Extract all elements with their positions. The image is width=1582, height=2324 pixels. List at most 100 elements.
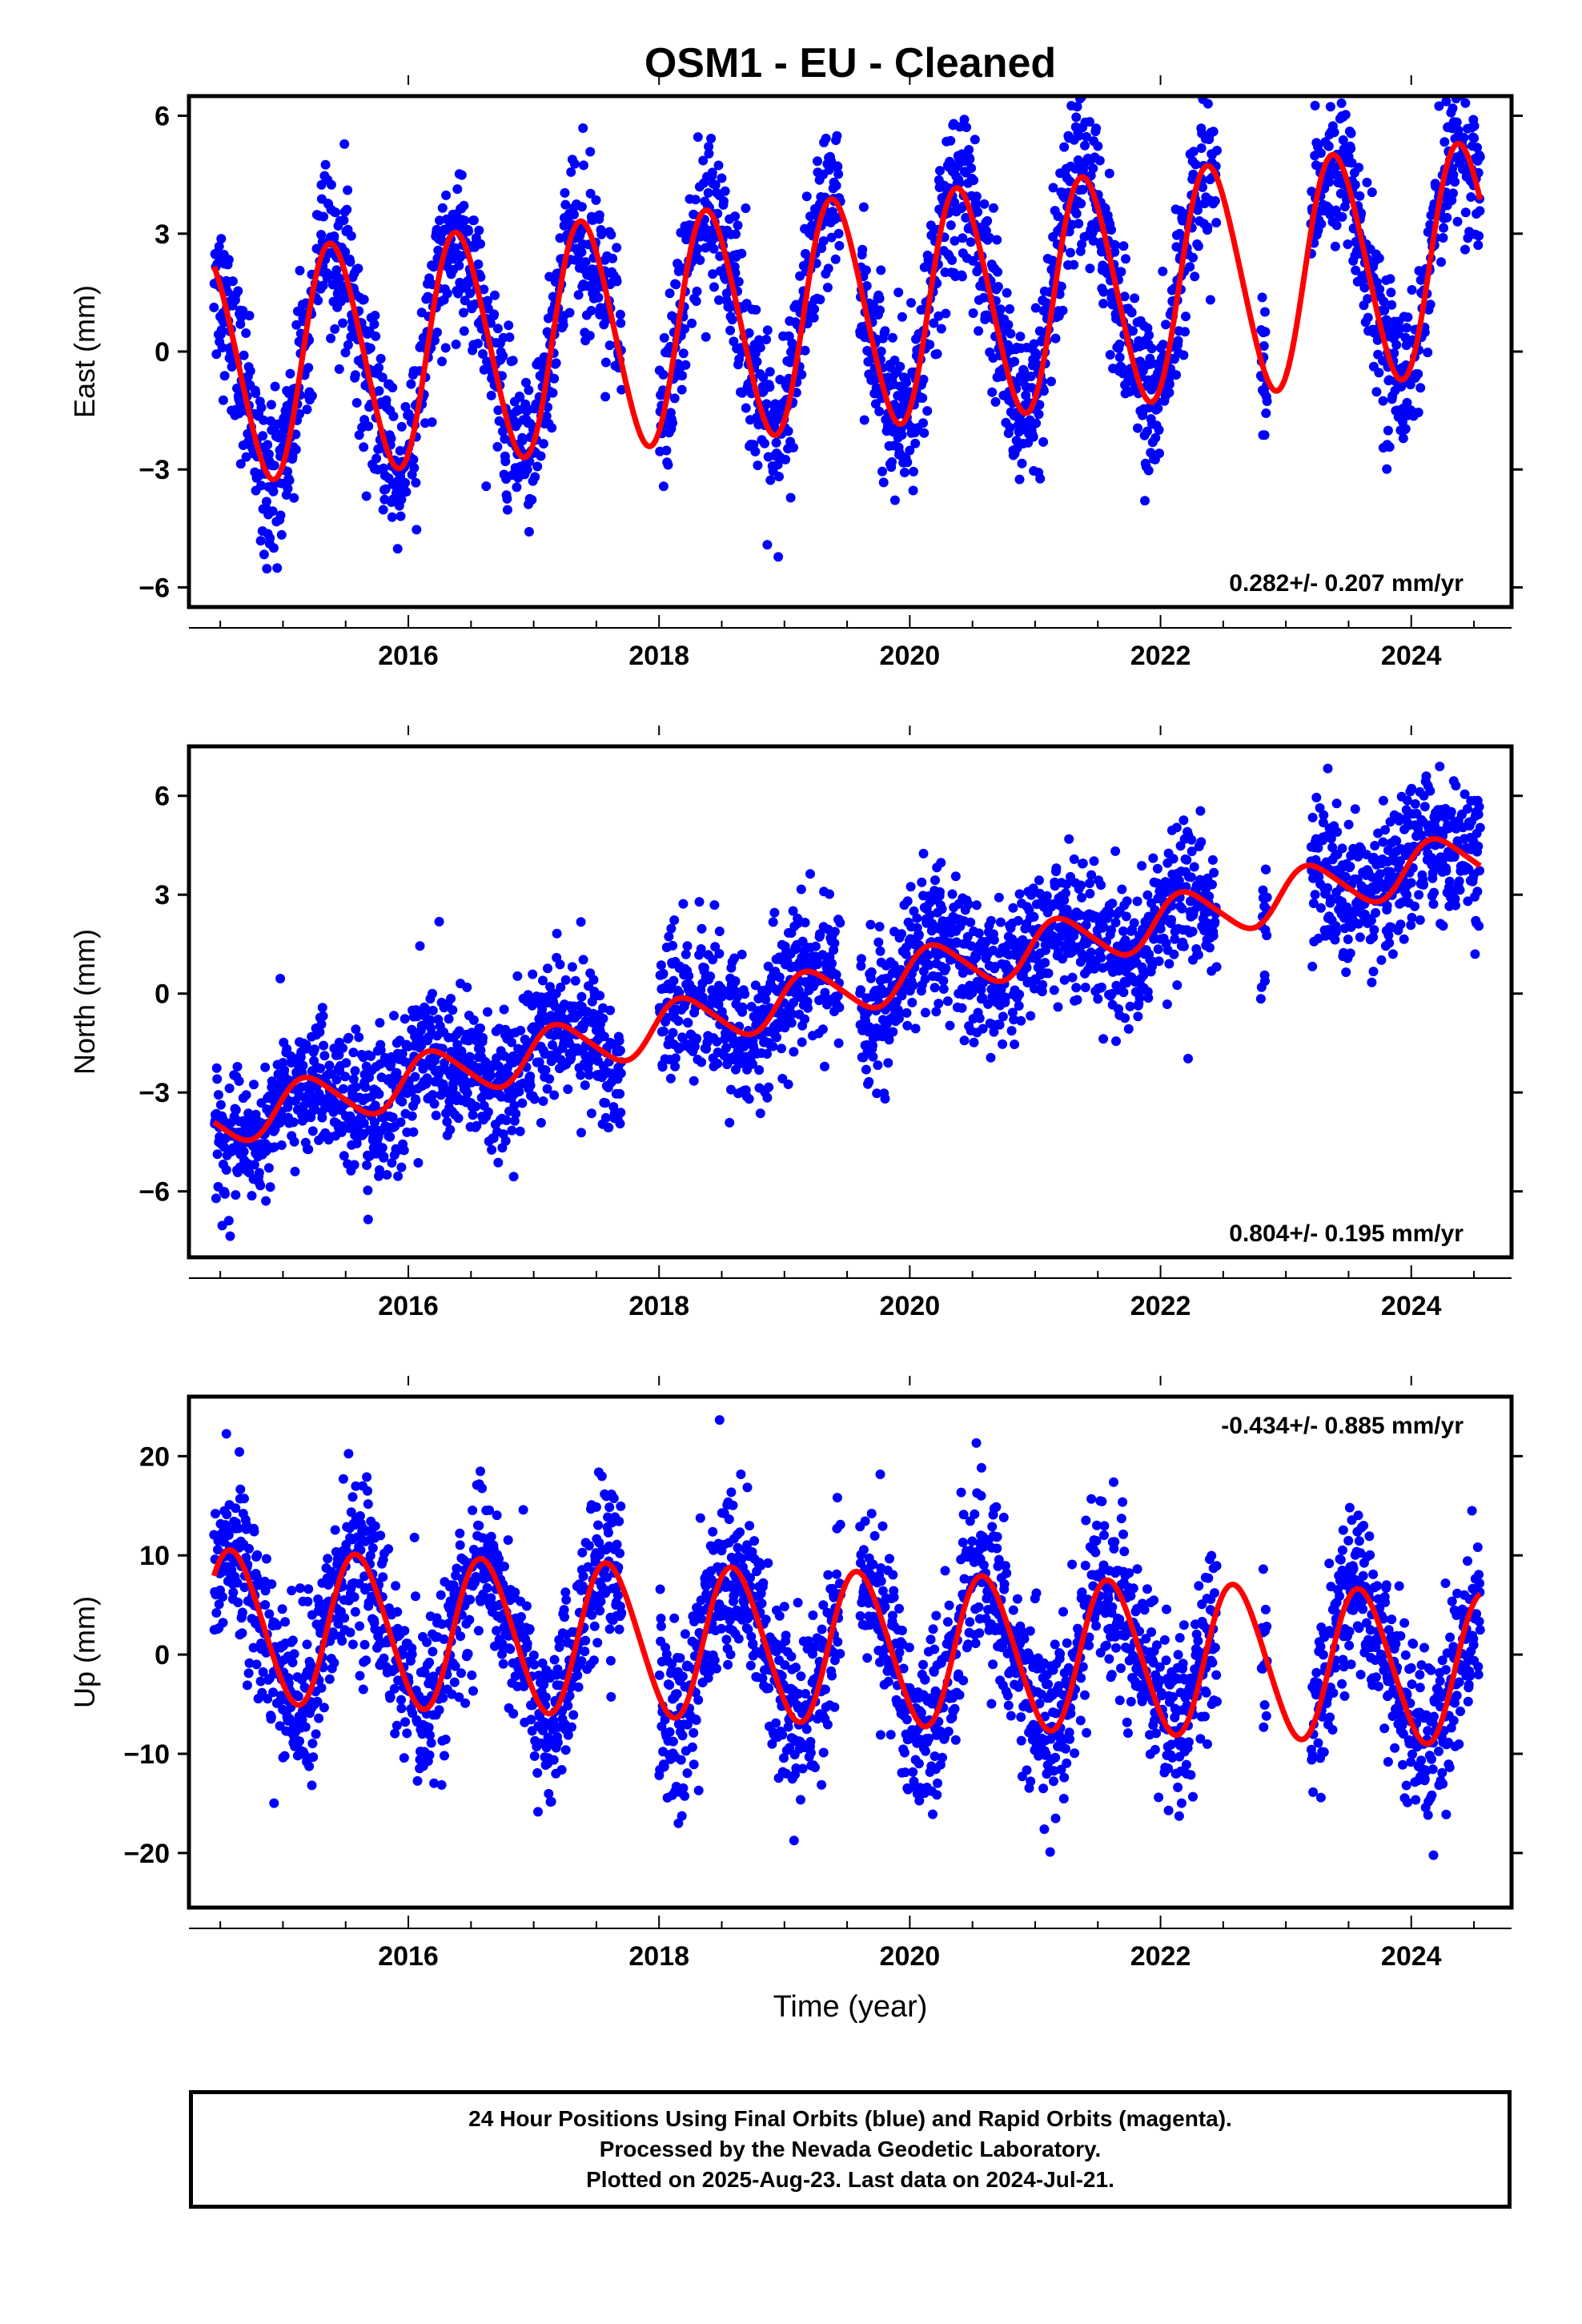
data-point xyxy=(1198,182,1207,192)
data-point xyxy=(832,131,842,141)
data-point xyxy=(326,179,336,190)
data-point xyxy=(833,1038,844,1048)
data-point xyxy=(817,243,827,253)
data-point xyxy=(541,411,552,421)
data-point xyxy=(1021,390,1031,400)
data-point xyxy=(765,475,776,485)
y-tick-label: 3 xyxy=(155,219,170,250)
data-point xyxy=(669,393,680,404)
data-point xyxy=(351,1082,361,1092)
data-point xyxy=(395,445,405,456)
data-point xyxy=(1074,131,1084,141)
data-point xyxy=(401,487,412,497)
data-point xyxy=(343,340,353,350)
data-point xyxy=(874,406,885,416)
data-point xyxy=(615,1088,625,1099)
data-point xyxy=(1133,423,1142,433)
data-point xyxy=(1123,1023,1134,1034)
data-point xyxy=(1071,112,1082,123)
data-point xyxy=(1355,191,1365,201)
chart-title: OSM1 - EU - Cleaned xyxy=(644,40,1056,86)
data-point xyxy=(993,282,1003,292)
data-point xyxy=(1178,350,1189,360)
data-point xyxy=(329,231,339,241)
data-point xyxy=(1014,889,1025,899)
y-tick-label: 0 xyxy=(155,337,170,368)
data-point xyxy=(459,326,469,336)
data-point xyxy=(604,340,615,351)
data-point xyxy=(267,506,278,517)
data-point xyxy=(998,1039,1008,1049)
data-point xyxy=(671,279,681,290)
data-point xyxy=(340,348,351,358)
data-point xyxy=(258,431,268,441)
data-point xyxy=(713,1059,723,1069)
data-point xyxy=(387,383,398,392)
data-point xyxy=(995,917,1006,927)
data-point xyxy=(437,356,447,367)
data-point xyxy=(319,211,329,222)
data-point xyxy=(1031,351,1042,361)
data-point xyxy=(456,170,467,180)
data-point xyxy=(945,156,955,167)
data-point xyxy=(442,288,452,299)
data-point xyxy=(673,1016,684,1026)
data-point xyxy=(963,899,974,910)
data-point xyxy=(343,1032,354,1043)
data-point xyxy=(713,160,724,171)
data-point xyxy=(998,372,1008,382)
data-point xyxy=(493,1157,504,1168)
data-point xyxy=(453,1113,464,1124)
data-point xyxy=(263,440,273,450)
data-point xyxy=(1178,941,1189,951)
data-point xyxy=(532,461,543,472)
data-point xyxy=(825,889,834,899)
data-point xyxy=(966,163,977,173)
data-point xyxy=(1154,424,1164,435)
data-point xyxy=(269,460,279,471)
data-point xyxy=(295,408,305,419)
data-point xyxy=(499,1004,509,1015)
data-point xyxy=(1172,980,1182,991)
data-point xyxy=(959,1035,970,1046)
data-point xyxy=(389,1011,399,1021)
data-point xyxy=(616,384,627,395)
data-point xyxy=(986,1052,996,1063)
data-point xyxy=(478,349,488,359)
data-point xyxy=(1035,473,1046,484)
data-point xyxy=(874,293,885,304)
data-point xyxy=(957,1003,967,1013)
data-point xyxy=(1066,247,1075,258)
data-point xyxy=(783,1080,793,1089)
data-point xyxy=(284,475,295,485)
data-point xyxy=(584,331,595,341)
data-point xyxy=(680,324,690,334)
data-point xyxy=(1379,296,1389,307)
data-point xyxy=(774,972,785,983)
data-point xyxy=(678,899,689,909)
data-point xyxy=(1046,376,1056,387)
data-point xyxy=(481,481,492,492)
data-point xyxy=(594,210,604,220)
data-point xyxy=(428,1090,438,1100)
data-point xyxy=(998,1011,1008,1022)
data-point xyxy=(434,916,444,927)
data-point xyxy=(1030,303,1041,313)
data-point xyxy=(777,1043,786,1054)
data-point xyxy=(941,963,951,974)
data-point xyxy=(1381,315,1391,325)
data-point xyxy=(1088,163,1098,174)
data-point xyxy=(912,913,922,923)
data-point xyxy=(270,381,280,392)
data-point xyxy=(658,1026,669,1036)
data-point xyxy=(989,935,999,945)
data-point xyxy=(349,1160,359,1170)
data-point xyxy=(864,1076,874,1087)
data-point xyxy=(524,385,534,396)
data-point xyxy=(1315,148,1326,159)
data-point xyxy=(682,941,693,951)
data-point xyxy=(1262,396,1272,406)
data-point xyxy=(220,1188,230,1199)
data-point xyxy=(1085,888,1095,899)
data-point xyxy=(445,1124,456,1135)
